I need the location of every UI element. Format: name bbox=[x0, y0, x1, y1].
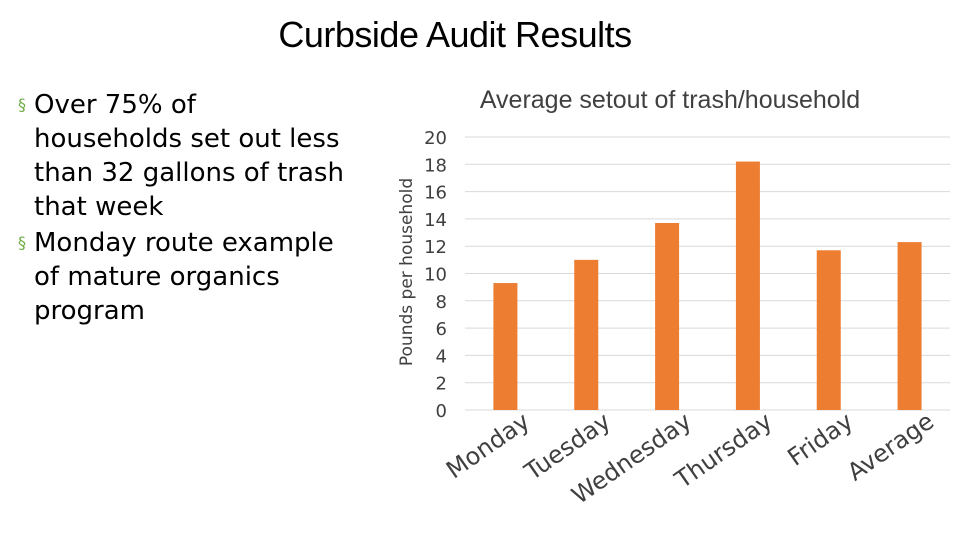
bullet-item: § Over 75% of households set out less th… bbox=[18, 88, 348, 224]
bar bbox=[655, 222, 680, 410]
bullet-icon: § bbox=[18, 95, 26, 114]
bullet-list: § Over 75% of households set out less th… bbox=[18, 88, 348, 330]
y-tick-label: 10 bbox=[424, 265, 447, 286]
bar bbox=[574, 259, 599, 410]
y-tick-label: 2 bbox=[436, 374, 447, 395]
y-tick-label: 20 bbox=[424, 128, 447, 149]
slide-title: Curbside Audit Results bbox=[278, 14, 632, 55]
chart-title: Average setout of trash/household bbox=[480, 86, 860, 114]
bar bbox=[493, 283, 518, 410]
x-tick-label: Average bbox=[842, 407, 939, 486]
y-tick-labels: 0 2 4 6 8 10 12 14 16 18 20 bbox=[424, 128, 447, 422]
y-tick-label: 16 bbox=[424, 183, 447, 204]
bar bbox=[897, 242, 922, 410]
bar bbox=[735, 161, 760, 410]
bullet-item: § Monday route example of mature organic… bbox=[18, 226, 348, 328]
y-tick-label: 14 bbox=[424, 210, 447, 231]
y-tick-label: 8 bbox=[436, 292, 447, 313]
bullet-text: Monday route example of mature organics … bbox=[34, 228, 334, 326]
y-tick-label: 0 bbox=[436, 401, 447, 422]
y-tick-label: 12 bbox=[424, 237, 447, 258]
y-tick-label: 4 bbox=[436, 346, 447, 367]
y-axis-label: Pounds per household bbox=[397, 178, 417, 366]
y-tick-label: 18 bbox=[424, 155, 447, 176]
y-tick-label: 6 bbox=[436, 319, 447, 340]
bars bbox=[493, 161, 922, 410]
bullet-text: Over 75% of households set out less than… bbox=[34, 90, 344, 222]
bullet-icon: § bbox=[18, 233, 26, 252]
bar bbox=[816, 250, 841, 410]
gridlines bbox=[465, 136, 950, 411]
x-tick-label: Monday bbox=[441, 407, 535, 484]
